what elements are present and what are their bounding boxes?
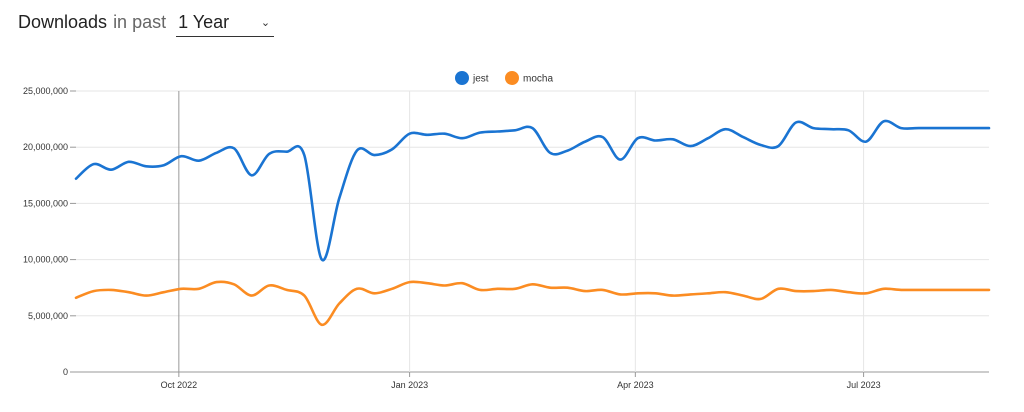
x-tick-label: Jan 2023 [391, 380, 428, 390]
x-tick-label: Apr 2023 [617, 380, 654, 390]
legend-item-mocha[interactable]: mocha [505, 71, 553, 85]
chevron-down-icon: ⌄ [260, 17, 271, 29]
period-value: 1 Year [178, 12, 230, 32]
chart-legend: jest mocha [455, 71, 553, 85]
period-select[interactable]: 1 Year ⌄ [176, 12, 275, 37]
legend-swatch [505, 71, 519, 85]
y-tick-label: 25,000,000 [23, 86, 68, 96]
x-tick-label: Jul 2023 [847, 380, 881, 390]
y-tick-label: 0 [63, 367, 68, 377]
downloads-header: Downloads in past 1 Year ⌄ [18, 12, 275, 42]
series-line-jest [74, 119, 991, 262]
legend-label: mocha [523, 74, 553, 85]
legend-label: jest [472, 74, 489, 85]
in-past-label: in past [113, 12, 167, 32]
y-axis: 0 5,000,000 10,000,000 15,000,000 20,000,000… [23, 86, 76, 377]
y-tick-label: 15,000,000 [23, 198, 68, 208]
x-axis: Oct 2022 Jan 2023 Apr 2023 Jul 2023 [161, 372, 881, 390]
downloads-title: Downloads [18, 12, 108, 32]
legend-swatch [455, 71, 469, 85]
series-lines [74, 119, 991, 327]
y-tick-label: 5,000,000 [28, 311, 68, 321]
legend-item-jest[interactable]: jest [455, 71, 489, 85]
y-tick-label: 20,000,000 [23, 142, 68, 152]
x-tick-label: Oct 2022 [161, 380, 198, 390]
y-tick-label: 10,000,000 [23, 255, 68, 265]
series-line-mocha [74, 280, 991, 327]
